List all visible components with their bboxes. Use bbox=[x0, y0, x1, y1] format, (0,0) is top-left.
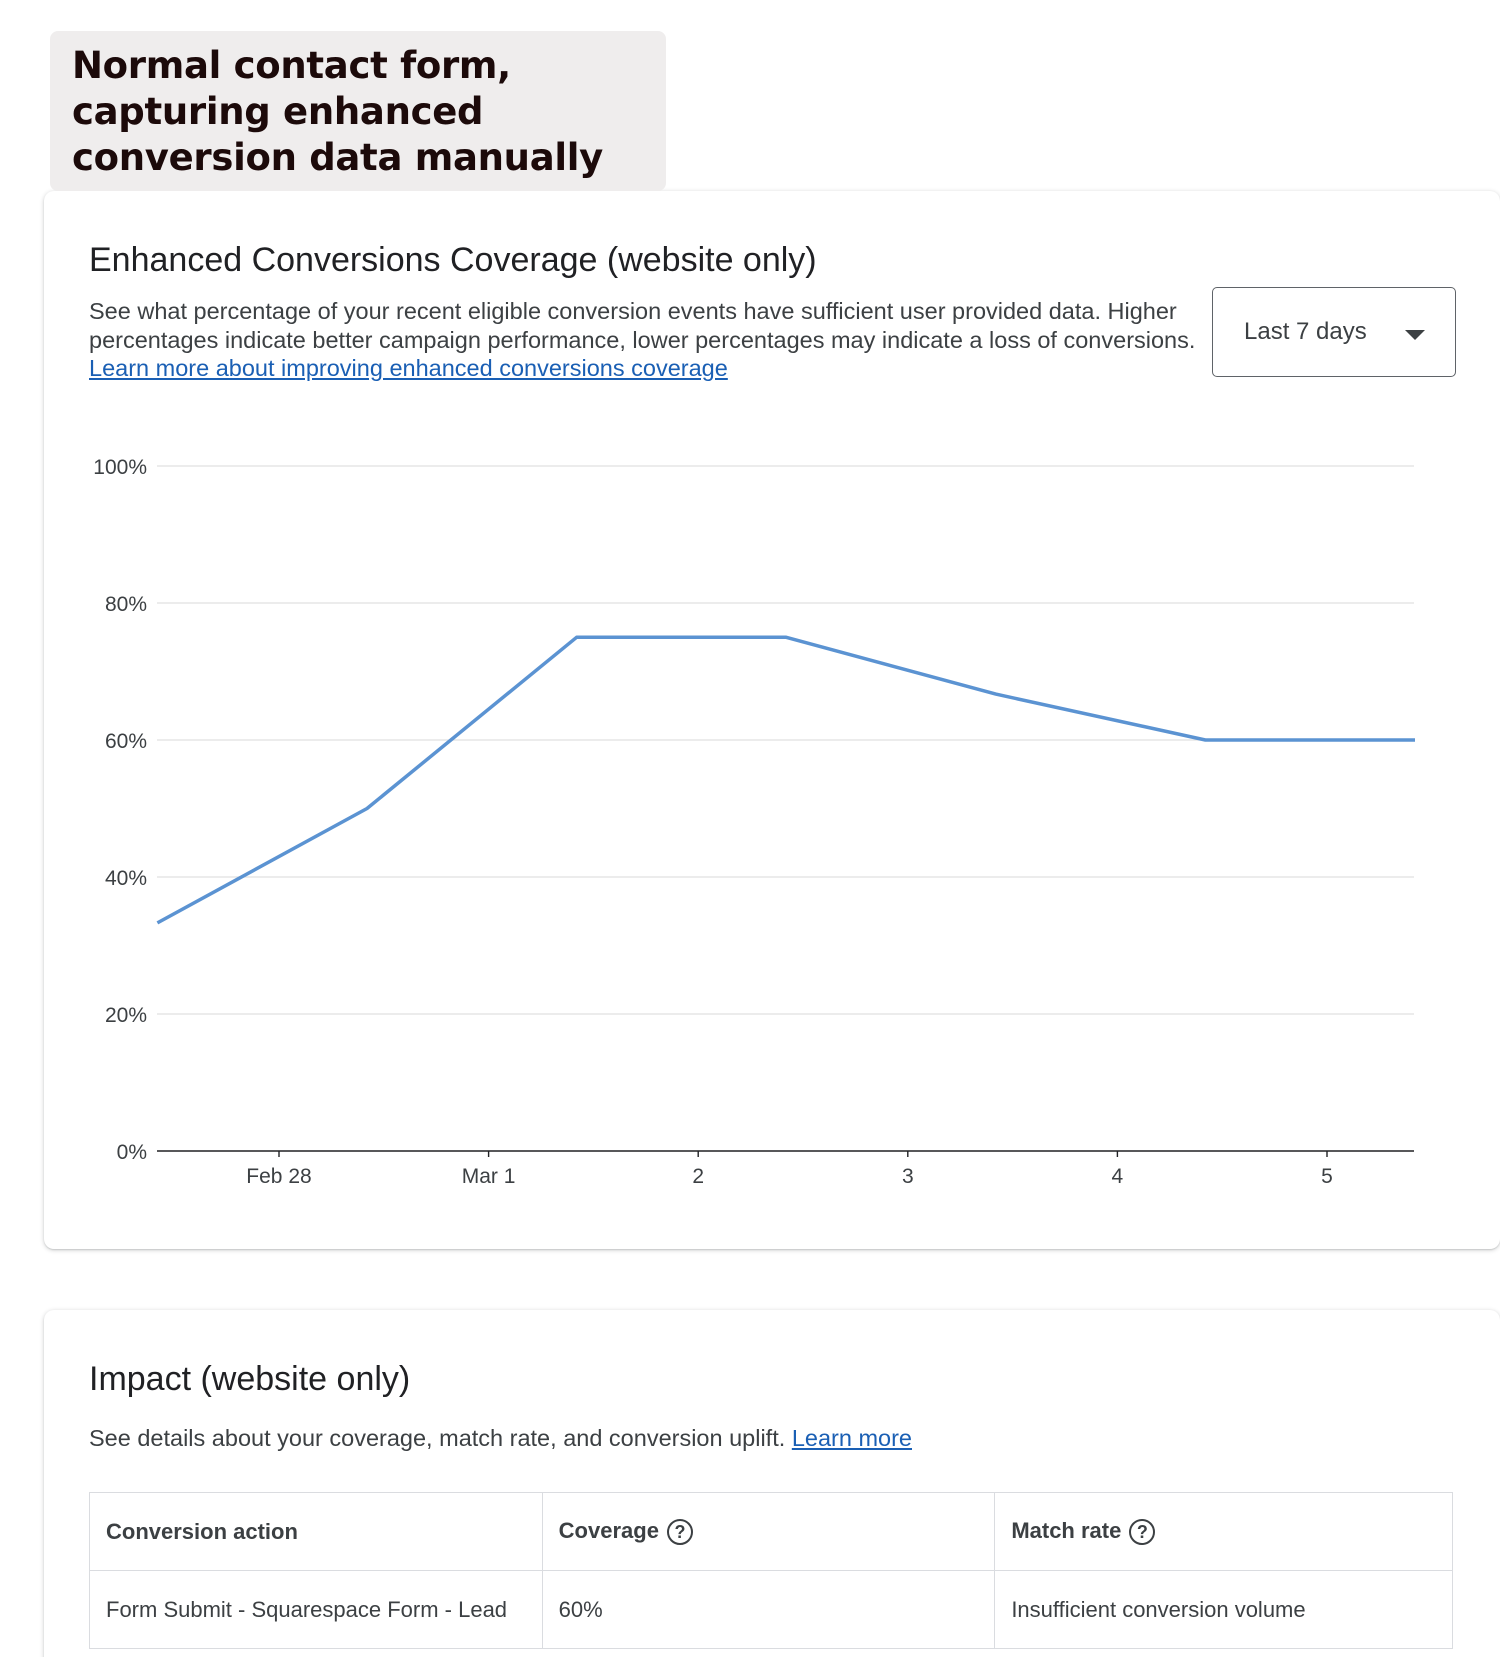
coverage-title: Enhanced Conversions Coverage (website o… bbox=[89, 241, 817, 279]
coverage-description: See what percentage of your recent eligi… bbox=[89, 297, 1219, 383]
header-label: Coverage bbox=[558, 1517, 659, 1543]
impact-table: Conversion action Coverage? Match rate? … bbox=[89, 1492, 1453, 1649]
caption-box: Normal contact form, capturing enhanced … bbox=[50, 31, 666, 191]
y-tick-label: 100% bbox=[93, 456, 147, 479]
table-row: Form Submit - Squarespace Form - Lead 60… bbox=[89, 1570, 1453, 1649]
date-range-dropdown[interactable]: Last 7 days bbox=[1212, 287, 1456, 377]
x-tick-label: 3 bbox=[902, 1165, 914, 1188]
caption-title: Normal contact form, capturing enhanced … bbox=[72, 44, 603, 179]
x-tick-label: 2 bbox=[692, 1165, 704, 1188]
header-coverage: Coverage? bbox=[541, 1492, 996, 1571]
cell-match-rate: Insufficient conversion volume bbox=[994, 1570, 1453, 1649]
impact-learn-more-link[interactable]: Learn more bbox=[791, 1425, 912, 1451]
header-label: Match rate bbox=[1011, 1517, 1122, 1543]
coverage-chart: 0% 20% 40% 60% 80% 100% Feb 28 Mar 1 2 3 4 5 bbox=[93, 456, 1415, 1188]
header-conversion-action: Conversion action bbox=[89, 1492, 543, 1571]
header-match-rate: Match rate? bbox=[994, 1492, 1453, 1571]
help-icon[interactable]: ? bbox=[666, 1519, 693, 1546]
y-tick-label: 60% bbox=[105, 730, 147, 753]
x-tick-label: 5 bbox=[1321, 1165, 1333, 1188]
coverage-learn-more-link[interactable]: Learn more about improving enhanced conv… bbox=[89, 355, 728, 381]
impact-description: See details about your coverage, match r… bbox=[89, 1424, 1389, 1453]
y-tick-label: 80% bbox=[105, 593, 147, 616]
date-range-value: Last 7 days bbox=[1244, 318, 1367, 345]
y-tick-label: 20% bbox=[105, 1004, 147, 1027]
x-tick-label: 4 bbox=[1112, 1165, 1124, 1188]
y-tick-label: 40% bbox=[105, 867, 147, 890]
impact-title: Impact (website only) bbox=[89, 1360, 411, 1398]
series-line bbox=[156, 635, 1415, 925]
impact-description-text: See details about your coverage, match r… bbox=[89, 1425, 786, 1451]
table-header-row: Conversion action Coverage? Match rate? bbox=[89, 1492, 1453, 1571]
coverage-card: Enhanced Conversions Coverage (website o… bbox=[44, 191, 1500, 1249]
header-label: Conversion action bbox=[106, 1518, 298, 1544]
cell-coverage: 60% bbox=[541, 1570, 996, 1649]
cell-conversion-action: Form Submit - Squarespace Form - Lead bbox=[89, 1570, 543, 1649]
impact-card: Impact (website only) See details about … bbox=[44, 1310, 1500, 1657]
help-icon[interactable]: ? bbox=[1129, 1519, 1156, 1546]
coverage-description-text: See what percentage of your recent eligi… bbox=[89, 298, 1196, 353]
x-tick-label: Feb 28 bbox=[246, 1165, 311, 1188]
y-tick-label: 0% bbox=[117, 1141, 147, 1164]
x-tick-label: Mar 1 bbox=[462, 1165, 516, 1188]
dropdown-arrow-icon bbox=[1405, 330, 1425, 340]
